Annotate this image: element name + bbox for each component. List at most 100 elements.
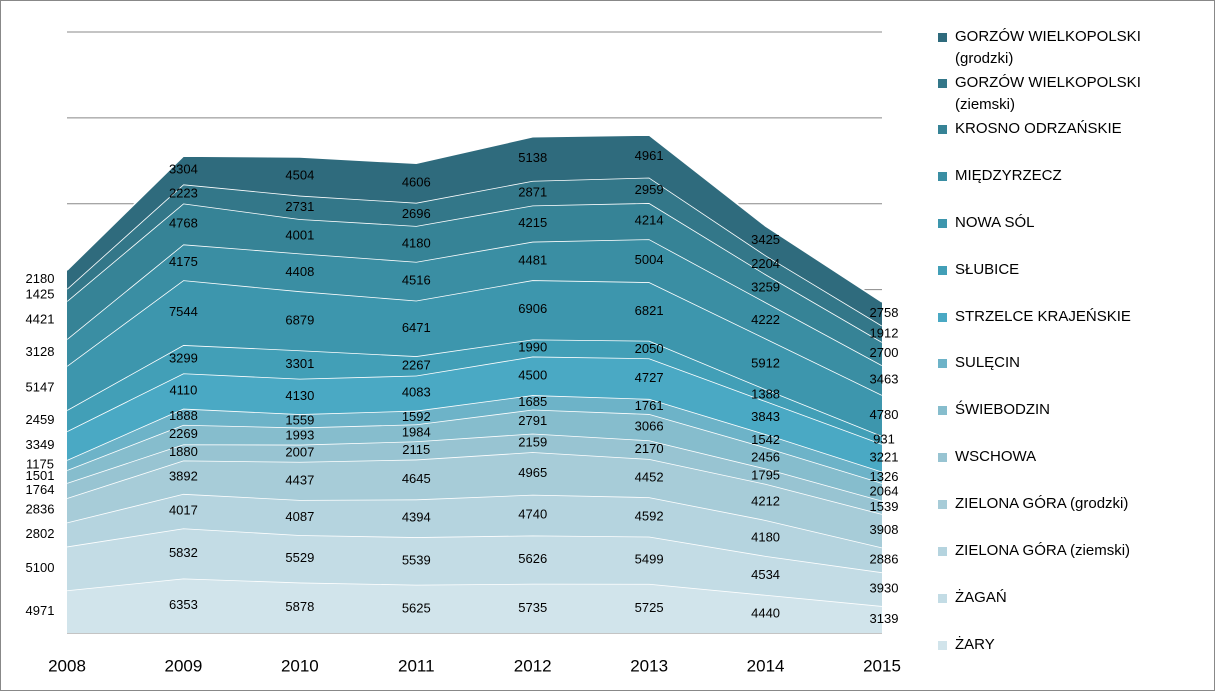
data-label: 5004 <box>635 252 664 267</box>
legend-label: MIĘDZYRZECZ <box>955 167 1062 184</box>
data-label: 1685 <box>518 394 547 409</box>
data-label: 4727 <box>635 370 664 385</box>
data-label: 5138 <box>518 150 547 165</box>
data-label: 2871 <box>518 185 547 200</box>
legend-swatch <box>938 547 947 556</box>
data-label: 1764 <box>26 482 55 497</box>
data-label: 4452 <box>635 470 664 485</box>
data-label: 5912 <box>751 355 780 370</box>
data-label: 3843 <box>751 409 780 424</box>
data-label: 4408 <box>285 264 314 279</box>
legend-label: KROSNO ODRZAŃSKIE <box>955 120 1122 137</box>
legend-label: ZIELONA GÓRA (grodzki) <box>955 495 1129 512</box>
data-label: 2050 <box>635 341 664 356</box>
data-label: 4214 <box>635 213 664 228</box>
data-label: 1388 <box>751 387 780 402</box>
data-label: 2700 <box>870 345 899 360</box>
data-label: 6906 <box>518 301 547 316</box>
data-label: 5499 <box>635 552 664 567</box>
x-tick-label: 2014 <box>747 656 785 675</box>
area <box>67 395 882 484</box>
area-edge <box>66 134 883 303</box>
data-label: 5147 <box>26 379 55 394</box>
data-label: 5725 <box>635 600 664 615</box>
data-label: 1984 <box>402 424 431 439</box>
data-label: 4394 <box>402 510 431 525</box>
data-label: 2170 <box>635 441 664 456</box>
legend-label: NOWA SÓL <box>955 214 1035 231</box>
area <box>67 356 882 472</box>
data-label: 2696 <box>402 206 431 221</box>
legend-swatch <box>938 641 947 650</box>
data-label: 4961 <box>635 148 664 163</box>
data-label: 6879 <box>285 312 314 327</box>
x-tick-label: 2010 <box>281 656 319 675</box>
data-label: 1542 <box>751 432 780 447</box>
data-label: 4768 <box>169 215 198 230</box>
data-label: 4175 <box>169 254 198 269</box>
data-label: 1761 <box>635 398 664 413</box>
x-tick-label: 2009 <box>165 656 203 675</box>
data-label: 1888 <box>169 408 198 423</box>
data-label: 1795 <box>751 468 780 483</box>
data-label: 2269 <box>169 426 198 441</box>
data-label: 4971 <box>26 603 55 618</box>
data-label: 4516 <box>402 273 431 288</box>
area <box>67 409 882 501</box>
data-label: 931 <box>873 431 895 446</box>
area <box>67 493 882 573</box>
data-label: 2731 <box>285 199 314 214</box>
data-label: 4222 <box>751 312 780 327</box>
legend-label: SŁUBICE <box>955 261 1020 278</box>
data-label: 4212 <box>751 493 780 508</box>
area <box>67 239 882 395</box>
area <box>67 528 882 607</box>
data-label: 1326 <box>870 469 899 484</box>
data-label: 2456 <box>751 449 780 464</box>
data-label: 4130 <box>285 388 314 403</box>
area <box>67 280 882 437</box>
data-label: 2959 <box>635 182 664 197</box>
data-label: 5100 <box>26 560 55 575</box>
data-label: 4083 <box>402 385 431 400</box>
area <box>67 339 882 445</box>
data-label: 2836 <box>26 502 55 517</box>
data-label: 3463 <box>870 372 899 387</box>
legend-swatch <box>938 33 947 42</box>
legend-swatch <box>938 594 947 603</box>
data-label: 4180 <box>402 235 431 250</box>
area-edge <box>66 279 883 396</box>
area-edge <box>66 432 883 502</box>
data-label: 3304 <box>169 162 198 177</box>
data-label: 5626 <box>518 551 547 566</box>
x-tick-label: 2015 <box>863 656 901 675</box>
data-label: 2223 <box>169 185 198 200</box>
data-label: 3066 <box>635 419 664 434</box>
data-label: 4440 <box>751 605 780 620</box>
data-label: 5539 <box>402 552 431 567</box>
legend-swatch <box>938 79 947 88</box>
data-label: 6821 <box>635 303 664 318</box>
area <box>67 135 882 326</box>
data-label: 1175 <box>26 456 54 471</box>
legend-label: ŻARY <box>955 636 995 653</box>
data-label: 2791 <box>518 413 547 428</box>
x-tick-label: 2013 <box>630 656 668 675</box>
data-label: 2064 <box>870 483 899 498</box>
legend-label: ZIELONA GÓRA (ziemski) <box>955 542 1131 559</box>
data-label: 2267 <box>402 357 431 372</box>
data-label: 2007 <box>285 445 314 460</box>
data-label: 3892 <box>169 469 198 484</box>
data-label: 4965 <box>518 465 547 480</box>
data-label: 3349 <box>26 437 55 452</box>
area <box>67 177 882 343</box>
legend-swatch <box>938 359 947 368</box>
data-label: 4780 <box>870 407 899 422</box>
legend-swatch <box>938 125 947 134</box>
legend-label: GORZÓW WIELKOPOLSKI (ziemski) <box>955 74 1141 113</box>
data-label: 1912 <box>870 325 899 340</box>
legend-label: WSCHOWA <box>955 448 1037 465</box>
data-label: 1501 <box>26 468 55 483</box>
x-tick-label: 2011 <box>398 656 435 675</box>
data-label: 5832 <box>169 545 198 560</box>
